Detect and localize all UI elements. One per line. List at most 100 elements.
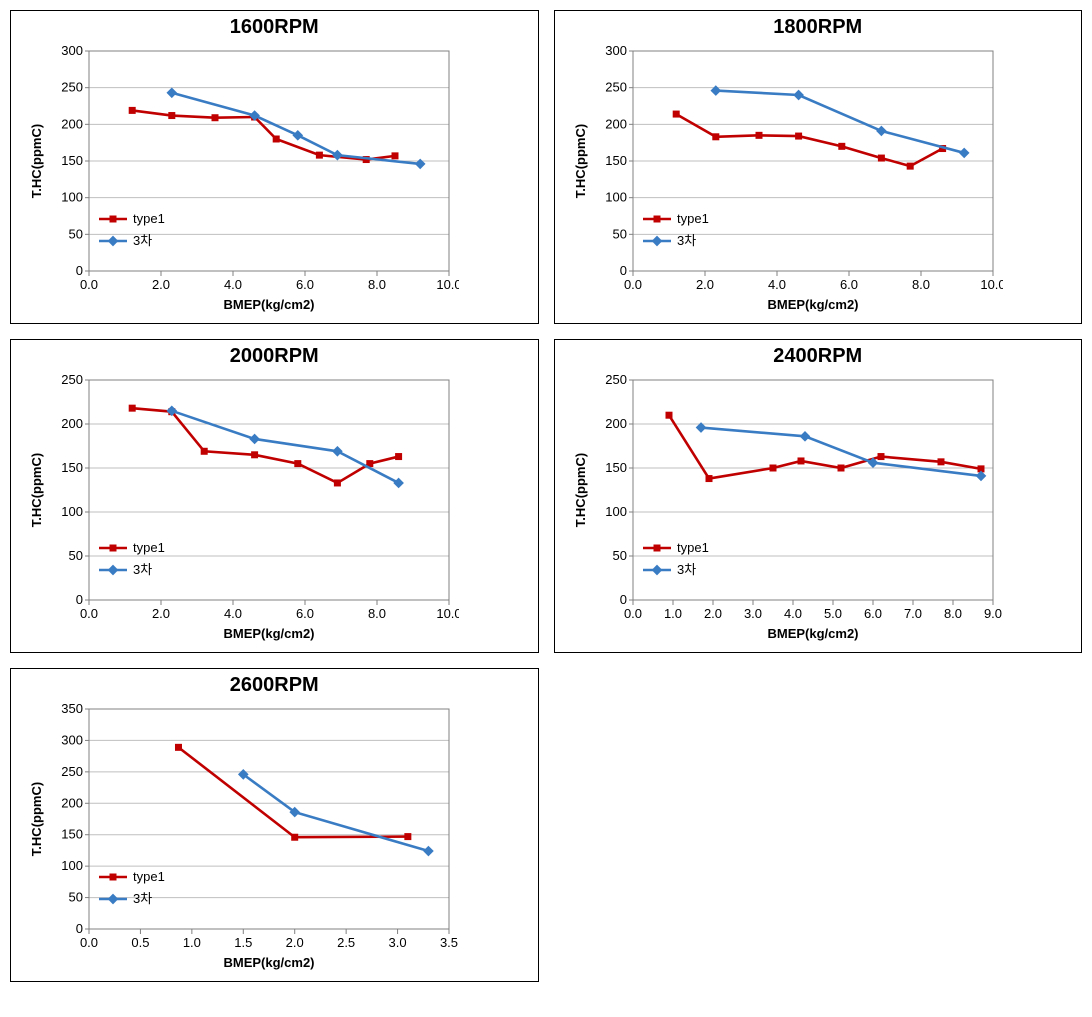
square-marker-icon <box>175 744 181 750</box>
legend-label: 3차 <box>133 233 152 248</box>
square-marker-icon <box>110 545 116 551</box>
x-tick-label: 6.0 <box>296 606 314 621</box>
y-tick-label: 100 <box>61 858 83 873</box>
y-tick-label: 300 <box>605 43 627 58</box>
square-marker-icon <box>706 476 712 482</box>
y-tick-label: 0 <box>76 921 83 936</box>
chart-title: 2000RPM <box>19 345 530 368</box>
y-tick-label: 300 <box>61 732 83 747</box>
square-marker-icon <box>878 454 884 460</box>
x-tick-label: 2.0 <box>695 277 713 292</box>
x-tick-label: 8.0 <box>368 277 386 292</box>
square-marker-icon <box>129 405 135 411</box>
diamond-marker-icon <box>800 432 809 441</box>
y-tick-label: 200 <box>61 116 83 131</box>
x-tick-label: 4.0 <box>224 606 242 621</box>
x-tick-label: 2.5 <box>337 935 355 950</box>
chart-panel-2000rpm: 2000RPM 0501001502002500.02.04.06.08.010… <box>10 339 539 653</box>
legend-label: type1 <box>133 211 165 226</box>
chart-panel-2600rpm: 2600RPM 0501001502002503003500.00.51.01.… <box>10 668 539 982</box>
x-axis-label: BMEP(kg/cm2) <box>767 626 858 641</box>
chart-title: 2400RPM <box>563 345 1074 368</box>
square-marker-icon <box>201 448 207 454</box>
y-tick-label: 50 <box>612 226 626 241</box>
diamond-marker-icon <box>976 471 985 480</box>
x-tick-label: 7.0 <box>903 606 921 621</box>
chart-title: 1600RPM <box>19 16 530 39</box>
diamond-marker-icon <box>793 90 802 99</box>
square-marker-icon <box>169 113 175 119</box>
x-tick-label: 0.0 <box>80 935 98 950</box>
y-tick-label: 100 <box>61 504 83 519</box>
y-tick-label: 200 <box>61 416 83 431</box>
x-tick-label: 0.0 <box>80 606 98 621</box>
x-tick-label: 8.0 <box>911 277 929 292</box>
square-marker-icon <box>878 155 884 161</box>
y-tick-label: 200 <box>61 795 83 810</box>
square-marker-icon <box>252 452 258 458</box>
square-marker-icon <box>838 465 844 471</box>
x-tick-label: 10.0 <box>436 277 459 292</box>
x-tick-label: 1.0 <box>183 935 201 950</box>
y-tick-label: 50 <box>612 548 626 563</box>
chart-panel-1600rpm: 1600RPM 0501001502002503000.02.04.06.08.… <box>10 10 539 324</box>
x-tick-label: 10.0 <box>436 606 459 621</box>
square-marker-icon <box>405 834 411 840</box>
chart-panel-1800rpm: 1800RPM 0501001502002503000.02.04.06.08.… <box>554 10 1083 324</box>
y-tick-label: 250 <box>605 372 627 387</box>
diamond-marker-icon <box>652 236 661 245</box>
legend-label: type1 <box>133 869 165 884</box>
y-axis-label: T.HC(ppmC) <box>573 453 588 527</box>
x-tick-label: 2.0 <box>703 606 721 621</box>
square-marker-icon <box>110 874 116 880</box>
square-marker-icon <box>654 216 660 222</box>
chart-title: 2600RPM <box>19 674 530 697</box>
x-tick-label: 1.5 <box>234 935 252 950</box>
x-axis-label: BMEP(kg/cm2) <box>767 297 858 312</box>
diamond-marker-icon <box>108 236 117 245</box>
chart-svg-2600rpm: 0501001502002503003500.00.51.01.52.02.53… <box>19 701 459 973</box>
series-line <box>172 93 420 164</box>
x-tick-label: 10.0 <box>980 277 1003 292</box>
chart-title: 1800RPM <box>563 16 1074 39</box>
square-marker-icon <box>396 454 402 460</box>
square-marker-icon <box>795 133 801 139</box>
square-marker-icon <box>295 461 301 467</box>
legend-label: 3차 <box>677 562 696 577</box>
y-tick-label: 250 <box>605 80 627 95</box>
x-tick-label: 0.0 <box>623 606 641 621</box>
x-tick-label: 6.0 <box>863 606 881 621</box>
y-tick-label: 150 <box>61 827 83 842</box>
x-tick-label: 4.0 <box>783 606 801 621</box>
diamond-marker-icon <box>876 126 885 135</box>
y-tick-label: 150 <box>61 153 83 168</box>
diamond-marker-icon <box>250 434 259 443</box>
square-marker-icon <box>110 216 116 222</box>
x-tick-label: 2.0 <box>152 606 170 621</box>
square-marker-icon <box>654 545 660 551</box>
x-tick-label: 3.0 <box>389 935 407 950</box>
square-marker-icon <box>129 107 135 113</box>
square-marker-icon <box>273 136 279 142</box>
diamond-marker-icon <box>394 478 403 487</box>
y-tick-label: 0 <box>619 263 626 278</box>
y-axis-label: T.HC(ppmC) <box>29 782 44 856</box>
series-line <box>178 747 407 837</box>
square-marker-icon <box>292 834 298 840</box>
y-tick-label: 50 <box>69 226 83 241</box>
legend-label: 3차 <box>133 891 152 906</box>
square-marker-icon <box>673 111 679 117</box>
series-line <box>243 774 428 851</box>
chart-panel-2400rpm: 2400RPM 0501001502002500.01.02.03.04.05.… <box>554 339 1083 653</box>
chart-svg-2400rpm: 0501001502002500.01.02.03.04.05.06.07.08… <box>563 372 1003 644</box>
diamond-marker-icon <box>108 894 117 903</box>
y-tick-label: 0 <box>76 263 83 278</box>
y-tick-label: 300 <box>61 43 83 58</box>
x-tick-label: 2.0 <box>286 935 304 950</box>
y-tick-label: 50 <box>69 890 83 905</box>
square-marker-icon <box>907 163 913 169</box>
x-axis-label: BMEP(kg/cm2) <box>223 626 314 641</box>
square-marker-icon <box>334 480 340 486</box>
chart-svg-1600rpm: 0501001502002503000.02.04.06.08.010.0BME… <box>19 43 459 315</box>
diamond-marker-icon <box>333 447 342 456</box>
